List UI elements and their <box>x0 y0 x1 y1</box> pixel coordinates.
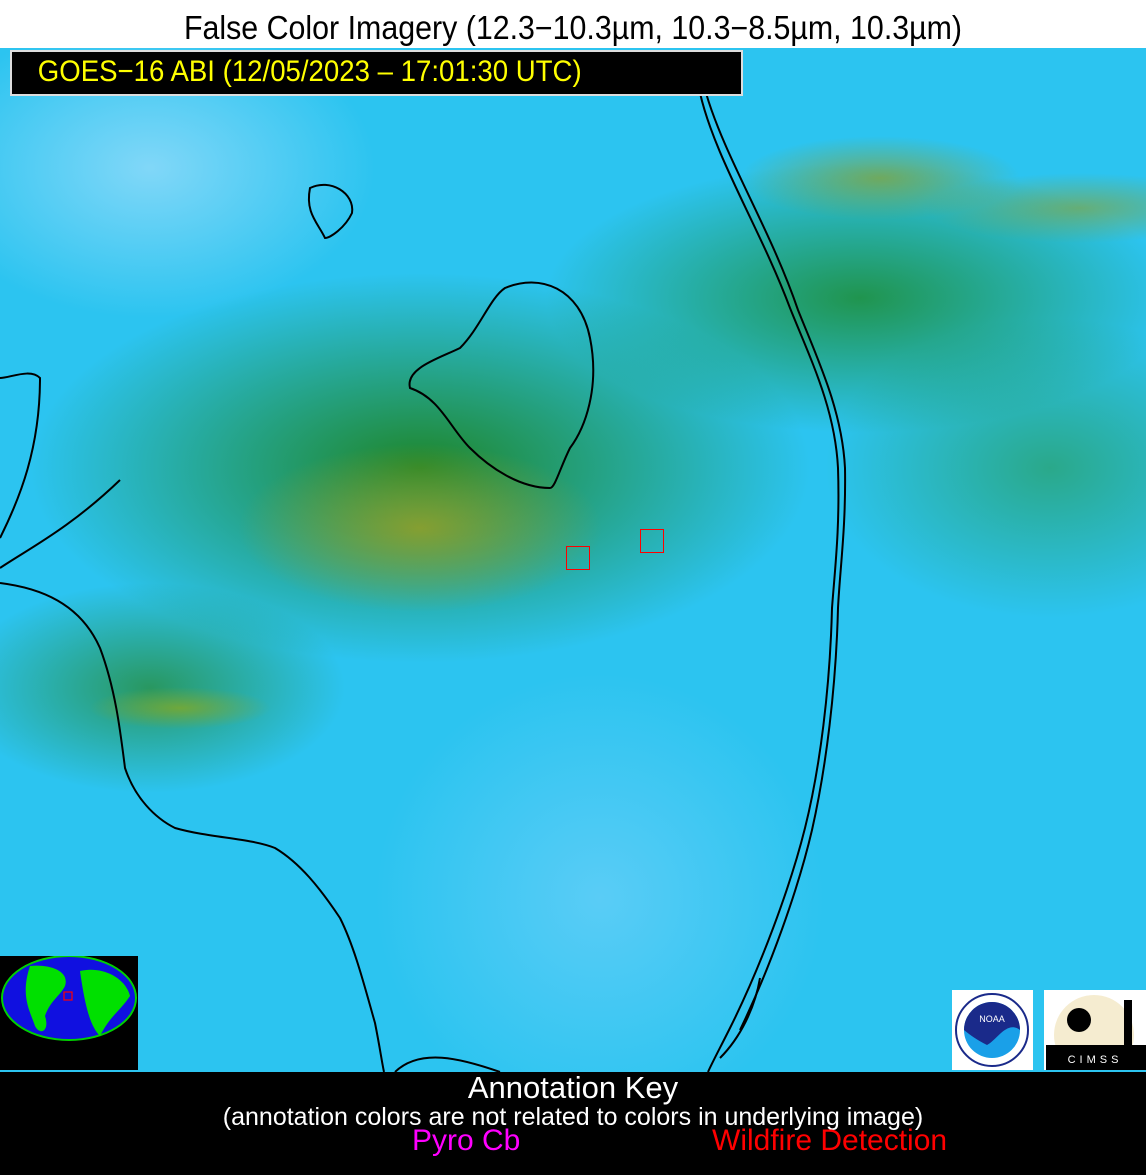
noaa-text: NOAA <box>979 1014 1005 1024</box>
satellite-time-text: GOES−16 ABI (12/05/2023 – 17:01:30 UTC) <box>37 55 582 88</box>
annotation-key-heading: Annotation Key <box>467 1070 679 1105</box>
globe-icon <box>1 955 137 1041</box>
legend-wildfire-detection: Wildfire Detection <box>712 1124 948 1157</box>
noaa-logo: NOAA <box>952 990 1033 1070</box>
image-title: False Color Imagery (12.3−10.3µm, 10.3−8… <box>45 0 1101 48</box>
keys-coast <box>394 1056 501 1072</box>
satellite-imagery <box>0 48 1146 1072</box>
coastline-overlay <box>0 92 847 1072</box>
key-islands <box>719 977 761 1059</box>
annotation-key-panel: Annotation Key (annotation colors are no… <box>0 1072 1146 1175</box>
annotation-key-note: (annotation colors are not related to co… <box>222 1103 924 1131</box>
lake-okeechobee <box>408 281 595 490</box>
satellite-time-label: GOES−16 ABI (12/05/2023 – 17:01:30 UTC) <box>10 50 743 96</box>
florida-east-coast-barrier <box>705 92 847 1031</box>
florida-west-coast <box>0 582 385 1072</box>
cimss-text: CIMSS <box>1068 1054 1123 1066</box>
florida-east-coast <box>699 92 840 1072</box>
lake-small <box>307 183 354 240</box>
cimss-logo: CIMSS <box>1044 990 1146 1075</box>
legend-pyro-cb: Pyro Cb <box>412 1124 521 1157</box>
florida-west-coast-inner <box>0 372 121 569</box>
wildfire-detection-box <box>640 529 664 553</box>
globe-locator-map <box>0 955 138 1070</box>
wildfire-detection-box <box>566 546 590 570</box>
